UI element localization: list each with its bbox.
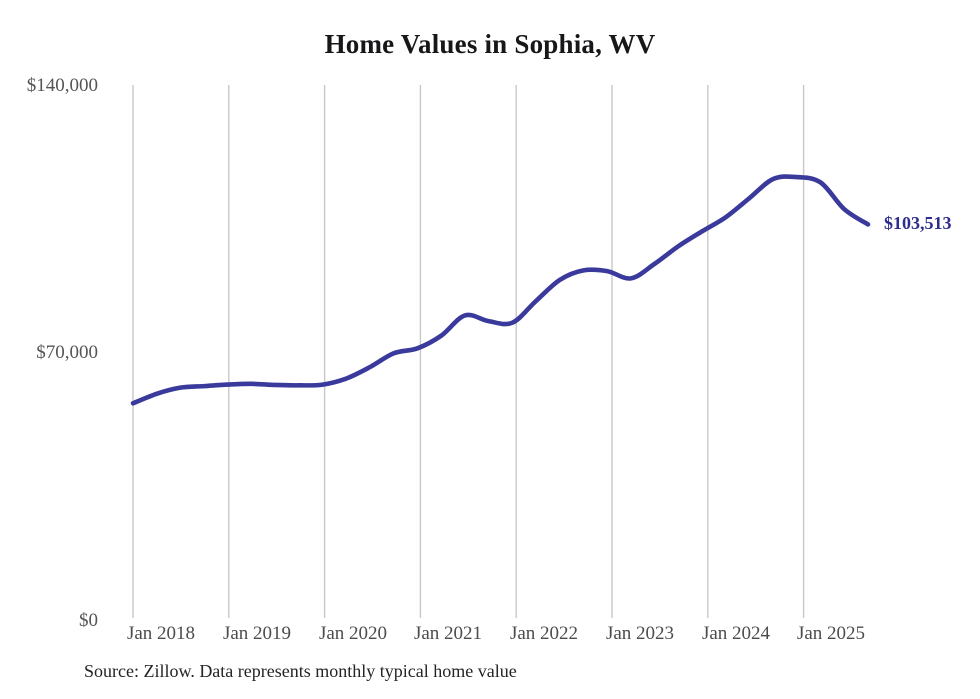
y-axis-tick-0: $0 xyxy=(79,610,98,631)
x-axis-tick-jan-2021: Jan 2021 xyxy=(413,623,483,644)
x-axis-tick-jan-2023: Jan 2023 xyxy=(605,623,675,644)
y-axis-tick-140000: $140,000 xyxy=(26,75,98,96)
home-value-line xyxy=(130,174,871,406)
source-note: Source: Zillow. Data represents monthly … xyxy=(84,661,517,681)
x-axis-tick-jan-2022: Jan 2022 xyxy=(509,623,579,644)
gridlines xyxy=(132,85,805,618)
x-axis-tick-jan-2018: Jan 2018 xyxy=(126,623,196,644)
x-axis-tick-jan-2019: Jan 2019 xyxy=(222,623,292,644)
x-axis-tick-jan-2024: Jan 2024 xyxy=(701,623,771,644)
chart-title: Home Values in Sophia, WV xyxy=(324,29,656,59)
x-axis-tick-jan-2020: Jan 2020 xyxy=(318,623,388,644)
end-value-annotation: $103,513 xyxy=(884,213,952,234)
x-axis-tick-jan-2025: Jan 2025 xyxy=(796,623,866,644)
y-axis-tick-70000: $70,000 xyxy=(36,342,98,363)
